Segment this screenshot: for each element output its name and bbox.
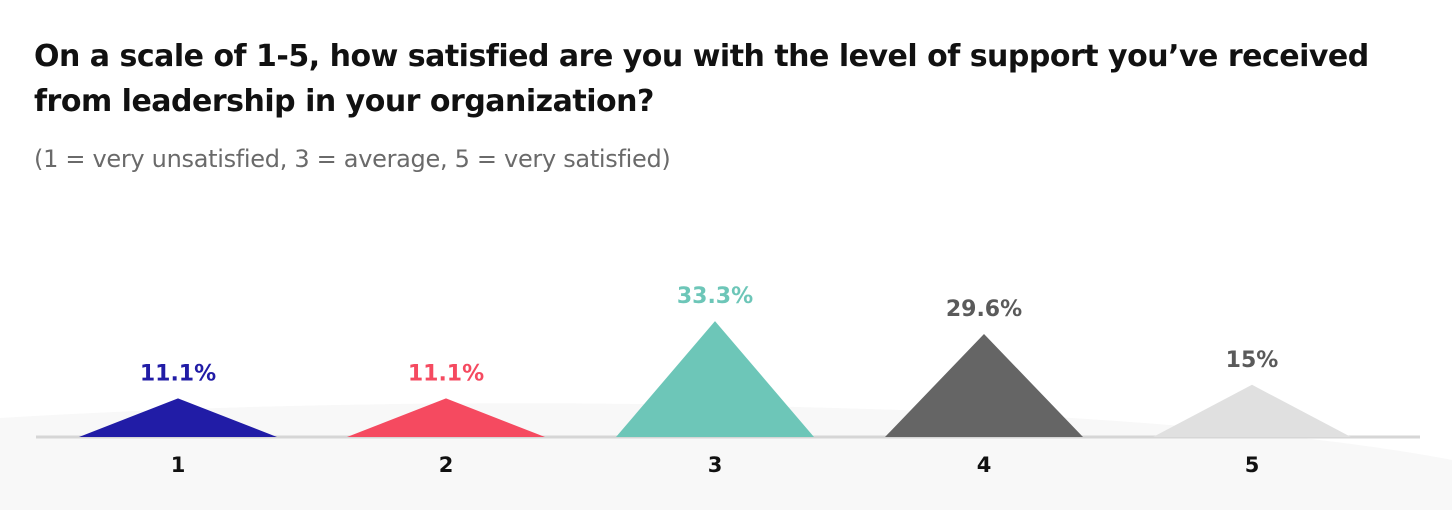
bar-5 bbox=[1153, 384, 1351, 437]
bar-3 bbox=[616, 321, 814, 437]
data-label-2: 11.1% bbox=[408, 361, 484, 386]
x-tick-label-1: 1 bbox=[171, 453, 186, 477]
bar-2 bbox=[347, 398, 545, 437]
data-label-3: 33.3% bbox=[677, 284, 753, 309]
chart-title: On a scale of 1-5, how satisfied are you… bbox=[34, 39, 1369, 119]
bar-1 bbox=[79, 398, 277, 437]
data-label-1: 11.1% bbox=[140, 361, 216, 386]
data-label-4: 29.6% bbox=[946, 297, 1022, 322]
x-tick-label-4: 4 bbox=[977, 453, 992, 477]
x-tick-label-5: 5 bbox=[1245, 453, 1260, 477]
background-wave bbox=[0, 403, 1452, 510]
data-label-5: 15% bbox=[1226, 348, 1279, 373]
bar-4 bbox=[885, 333, 1083, 437]
x-tick-label-2: 2 bbox=[439, 453, 454, 477]
x-tick-label-3: 3 bbox=[708, 453, 723, 477]
chart-subtitle: (1 = very unsatisfied, 3 = average, 5 = … bbox=[34, 145, 671, 173]
